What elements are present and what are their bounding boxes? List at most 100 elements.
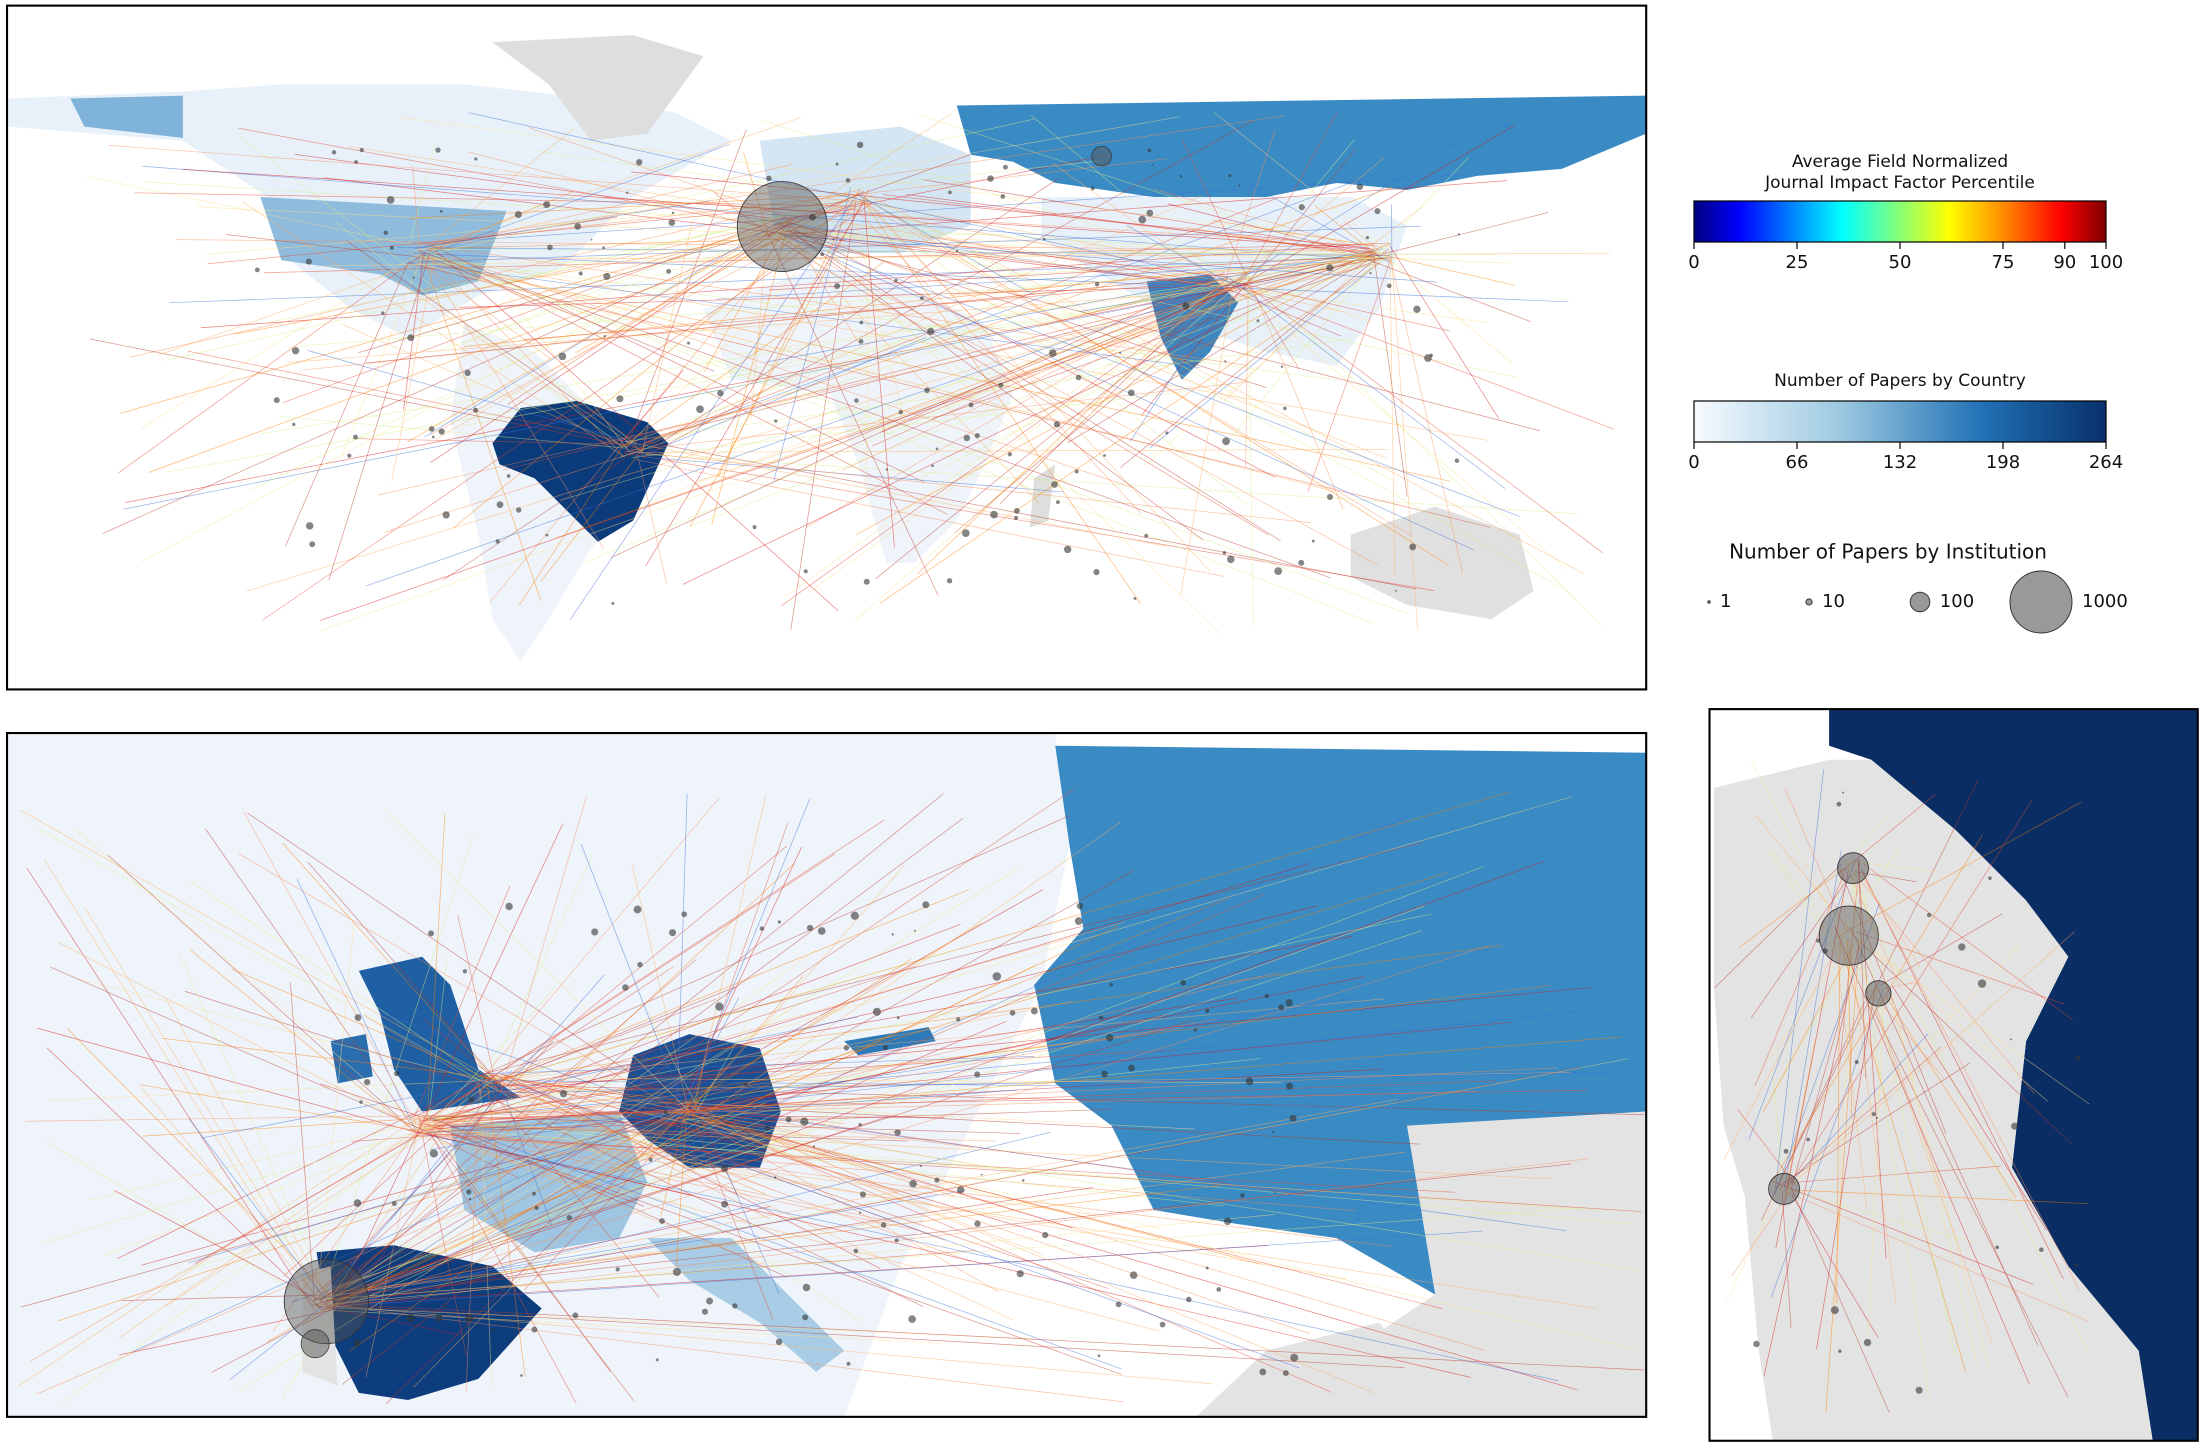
dot xyxy=(1387,283,1392,288)
dot xyxy=(442,511,449,518)
dot xyxy=(1180,980,1186,986)
colorbar-tick-label: 0 xyxy=(1688,452,1699,473)
dot xyxy=(309,541,315,547)
dot xyxy=(591,928,598,935)
dot xyxy=(1076,375,1082,381)
dot xyxy=(1299,204,1305,210)
dot xyxy=(936,448,939,451)
dot xyxy=(360,148,364,152)
dot xyxy=(1455,458,1460,463)
dot xyxy=(715,1003,723,1011)
dot xyxy=(807,925,813,931)
dot xyxy=(2074,1263,2078,1267)
dot xyxy=(832,238,834,240)
dot xyxy=(813,1145,815,1147)
dot xyxy=(908,1315,916,1323)
dot xyxy=(1228,174,1231,177)
dot xyxy=(1119,352,1121,354)
dot xyxy=(473,408,478,413)
dot xyxy=(274,397,280,403)
dot xyxy=(1186,1297,1192,1303)
dot xyxy=(496,539,500,543)
dot xyxy=(1224,1217,1232,1225)
dot xyxy=(359,1100,362,1103)
dot xyxy=(687,342,690,345)
dot xyxy=(292,347,299,354)
dot xyxy=(292,423,295,426)
dot xyxy=(616,395,623,402)
dot xyxy=(1099,1016,1103,1020)
dot xyxy=(859,1212,861,1214)
dot xyxy=(507,474,511,478)
colorbar-tick-label: 264 xyxy=(2089,452,2123,473)
institution-bubble xyxy=(1866,981,1891,1006)
dot xyxy=(920,1165,922,1167)
dot xyxy=(883,1045,888,1050)
dot xyxy=(706,1298,713,1305)
dot xyxy=(956,1017,960,1021)
dot xyxy=(669,219,676,226)
dot xyxy=(858,1123,861,1126)
dot xyxy=(547,245,553,251)
dot xyxy=(531,1327,537,1333)
dot xyxy=(864,579,870,585)
dot xyxy=(964,435,970,441)
dot xyxy=(664,1110,668,1114)
dot xyxy=(721,1201,728,1208)
dot xyxy=(669,929,676,936)
colorbar-tick-label: 132 xyxy=(1883,452,1917,473)
dot xyxy=(860,1191,866,1197)
dot xyxy=(673,1268,681,1276)
dot xyxy=(818,927,826,935)
dot xyxy=(1180,175,1182,177)
dot xyxy=(390,246,394,250)
dot xyxy=(1246,1077,1254,1085)
dot xyxy=(1148,149,1152,153)
colorbar-tick-label: 50 xyxy=(1889,252,1912,273)
dot xyxy=(1357,183,1364,190)
dot xyxy=(520,1374,523,1377)
dot xyxy=(922,901,929,908)
dot xyxy=(1366,236,1369,239)
dot xyxy=(881,1222,887,1228)
dot xyxy=(560,1090,567,1097)
colorbar-tick-label: 198 xyxy=(1986,452,2020,473)
dot xyxy=(1075,917,1083,925)
dot xyxy=(306,259,312,265)
dot xyxy=(892,933,894,935)
dot xyxy=(1103,454,1106,457)
dot xyxy=(899,410,903,414)
dot xyxy=(990,511,998,519)
dot xyxy=(604,335,606,337)
dot xyxy=(1042,1232,1048,1238)
dot xyxy=(2011,1123,2018,1130)
dot xyxy=(1223,551,1226,554)
dot xyxy=(1116,1301,1122,1307)
size-legend-label: 1000 xyxy=(2082,591,2128,612)
colorbar xyxy=(1694,401,2106,442)
dot xyxy=(2010,1038,2012,1040)
colorbar-title: Average Field Normalized xyxy=(1792,152,2008,172)
dot xyxy=(895,1238,899,1242)
dot xyxy=(886,468,888,470)
dot xyxy=(1298,560,1304,566)
dot xyxy=(744,1083,748,1087)
dot xyxy=(463,969,467,973)
dot xyxy=(1152,164,1154,166)
dot xyxy=(407,334,414,341)
dot xyxy=(394,1071,399,1076)
dot xyxy=(853,1249,858,1254)
dot xyxy=(1395,590,1397,592)
dot xyxy=(364,1079,370,1085)
dot xyxy=(384,231,388,235)
size-legend-label: 1 xyxy=(1720,591,1731,612)
dot xyxy=(429,426,435,432)
dot xyxy=(753,525,757,529)
dot xyxy=(1160,1322,1166,1328)
colorbar-tick-label: 25 xyxy=(1786,252,1809,273)
dot xyxy=(998,383,1003,388)
dot xyxy=(774,419,777,422)
dot xyxy=(948,191,952,195)
dot xyxy=(1138,216,1146,224)
dot xyxy=(804,569,808,573)
